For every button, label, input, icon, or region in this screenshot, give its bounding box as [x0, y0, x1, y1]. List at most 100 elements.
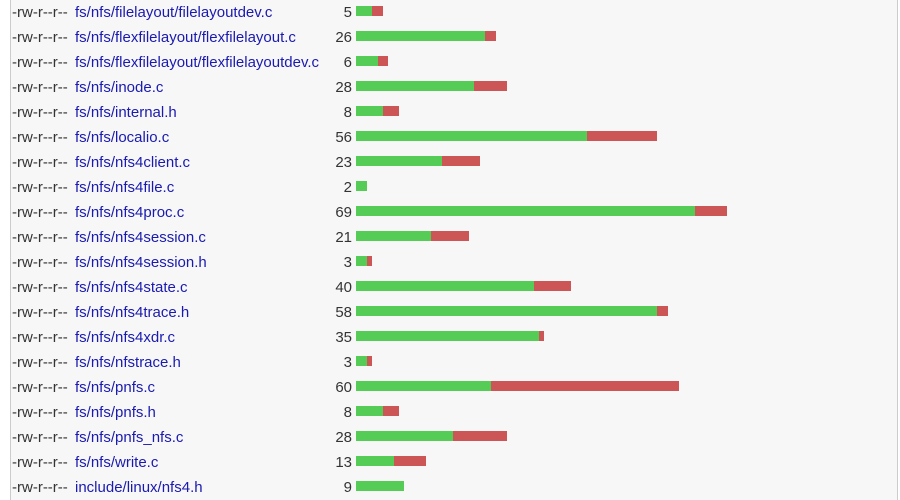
file-link[interactable]: fs/nfs/flexfilelayout/flexfilelayoutdev.… [75, 54, 320, 71]
change-count: 69 [335, 204, 352, 221]
insertions-bar [356, 31, 486, 41]
insertions-bar [356, 206, 695, 216]
deletions-bar [657, 306, 669, 316]
file-row: -rw-r--r-- fs/nfs/nfstrace.h 3 [11, 350, 897, 375]
file-mode: -rw-r--r-- [12, 54, 68, 71]
change-count: 13 [335, 454, 352, 471]
change-count: 2 [343, 179, 352, 196]
file-link[interactable]: fs/nfs/localio.c [75, 129, 170, 146]
file-mode: -rw-r--r-- [12, 179, 68, 196]
insertions-bar [356, 156, 443, 166]
change-bar [356, 181, 367, 191]
file-mode: -rw-r--r-- [12, 304, 68, 321]
file-row: -rw-r--r-- fs/nfs/nfs4file.c 2 [11, 175, 897, 200]
change-bar [356, 306, 669, 316]
insertions-bar [356, 306, 658, 316]
file-row: -rw-r--r-- fs/nfs/localio.c 56 [11, 125, 897, 150]
file-link[interactable]: fs/nfs/filelayout/filelayoutdev.c [75, 4, 273, 21]
change-bar [356, 131, 658, 141]
change-bar [356, 6, 383, 16]
change-count: 35 [335, 329, 352, 346]
change-count: 3 [343, 354, 352, 371]
change-count: 58 [335, 304, 352, 321]
change-count: 3 [343, 254, 352, 271]
deletions-bar [366, 256, 373, 266]
file-row: -rw-r--r-- fs/nfs/nfs4state.c 40 [11, 275, 897, 300]
file-link[interactable]: fs/nfs/pnfs.c [75, 379, 156, 396]
file-mode: -rw-r--r-- [12, 429, 68, 446]
change-count: 9 [343, 479, 352, 496]
file-mode: -rw-r--r-- [12, 279, 68, 296]
file-row: -rw-r--r-- fs/nfs/flexfilelayout/flexfile… [11, 25, 897, 50]
file-link[interactable]: fs/nfs/inode.c [75, 79, 164, 96]
deletions-bar [694, 206, 728, 216]
change-bar [356, 406, 400, 416]
file-mode: -rw-r--r-- [12, 379, 68, 396]
insertions-bar [356, 81, 475, 91]
insertions-bar [356, 56, 378, 66]
deletions-bar [587, 131, 658, 141]
file-link[interactable]: fs/nfs/nfs4trace.h [75, 304, 190, 321]
file-mode: -rw-r--r-- [12, 154, 68, 171]
file-mode: -rw-r--r-- [12, 229, 68, 246]
file-row: -rw-r--r-- fs/nfs/inode.c 28 [11, 75, 897, 100]
deletions-bar [533, 281, 572, 291]
file-link[interactable]: fs/nfs/nfs4xdr.c [75, 329, 176, 346]
change-count: 21 [335, 229, 352, 246]
file-row: -rw-r--r-- fs/nfs/nfs4xdr.c 35 [11, 325, 897, 350]
file-link[interactable]: fs/nfs/nfs4proc.c [75, 204, 185, 221]
change-bar [356, 256, 373, 266]
file-mode: -rw-r--r-- [12, 204, 68, 221]
file-link[interactable]: fs/nfs/pnfs_nfs.c [75, 429, 184, 446]
file-link[interactable]: fs/nfs/internal.h [75, 104, 177, 121]
file-link[interactable]: fs/nfs/nfs4state.c [75, 279, 188, 296]
change-count: 8 [343, 104, 352, 121]
deletions-bar [442, 156, 480, 166]
file-mode: -rw-r--r-- [12, 454, 68, 471]
insertions-bar [356, 106, 383, 116]
deletions-bar [382, 406, 400, 416]
insertions-bar [356, 456, 394, 466]
file-row: -rw-r--r-- fs/nfs/flexfilelayout/flexfile… [11, 50, 897, 75]
insertions-bar [356, 6, 373, 16]
deletions-bar [372, 6, 383, 16]
file-row: -rw-r--r-- fs/nfs/filelayout/filelayoutde… [11, 0, 897, 25]
file-link[interactable]: fs/nfs/flexfilelayout/flexfilelayout.c [75, 29, 296, 46]
file-link[interactable]: fs/nfs/nfs4file.c [75, 179, 175, 196]
file-row: -rw-r--r-- fs/nfs/pnfs.c 60 [11, 375, 897, 400]
change-bar [356, 156, 480, 166]
file-link[interactable]: fs/nfs/pnfs.h [75, 404, 156, 421]
file-mode: -rw-r--r-- [12, 29, 68, 46]
change-count: 28 [335, 79, 352, 96]
insertions-bar [356, 256, 367, 266]
file-row: -rw-r--r-- fs/nfs/pnfs.h 8 [11, 400, 897, 425]
change-count: 60 [335, 379, 352, 396]
file-link[interactable]: fs/nfs/nfs4client.c [75, 154, 191, 171]
file-link[interactable]: fs/nfs/write.c [75, 454, 159, 471]
file-link[interactable]: fs/nfs/nfs4session.h [75, 254, 207, 271]
change-bar [356, 106, 400, 116]
file-link[interactable]: include/linux/nfs4.h [75, 479, 203, 496]
deletions-bar [431, 231, 469, 241]
file-mode: -rw-r--r-- [12, 104, 68, 121]
file-mode: -rw-r--r-- [12, 4, 68, 21]
change-bar [356, 31, 496, 41]
change-bar [356, 81, 507, 91]
file-row: -rw-r--r-- fs/nfs/write.c 13 [11, 450, 897, 475]
insertions-bar [356, 431, 453, 441]
file-row: -rw-r--r-- fs/nfs/nfs4trace.h 58 [11, 300, 897, 325]
insertions-bar [356, 181, 367, 191]
insertions-bar [356, 406, 383, 416]
file-mode: -rw-r--r-- [12, 79, 68, 96]
deletions-bar [377, 56, 389, 66]
file-link[interactable]: fs/nfs/nfstrace.h [75, 354, 181, 371]
change-bar [356, 431, 507, 441]
change-count: 28 [335, 429, 352, 446]
deletions-bar [474, 81, 507, 91]
change-bar [356, 331, 545, 341]
file-row: -rw-r--r-- fs/nfs/pnfs_nfs.c 28 [11, 425, 897, 450]
change-count: 26 [335, 29, 352, 46]
change-count: 56 [335, 129, 352, 146]
file-link[interactable]: fs/nfs/nfs4session.c [75, 229, 206, 246]
insertions-bar [356, 481, 405, 491]
